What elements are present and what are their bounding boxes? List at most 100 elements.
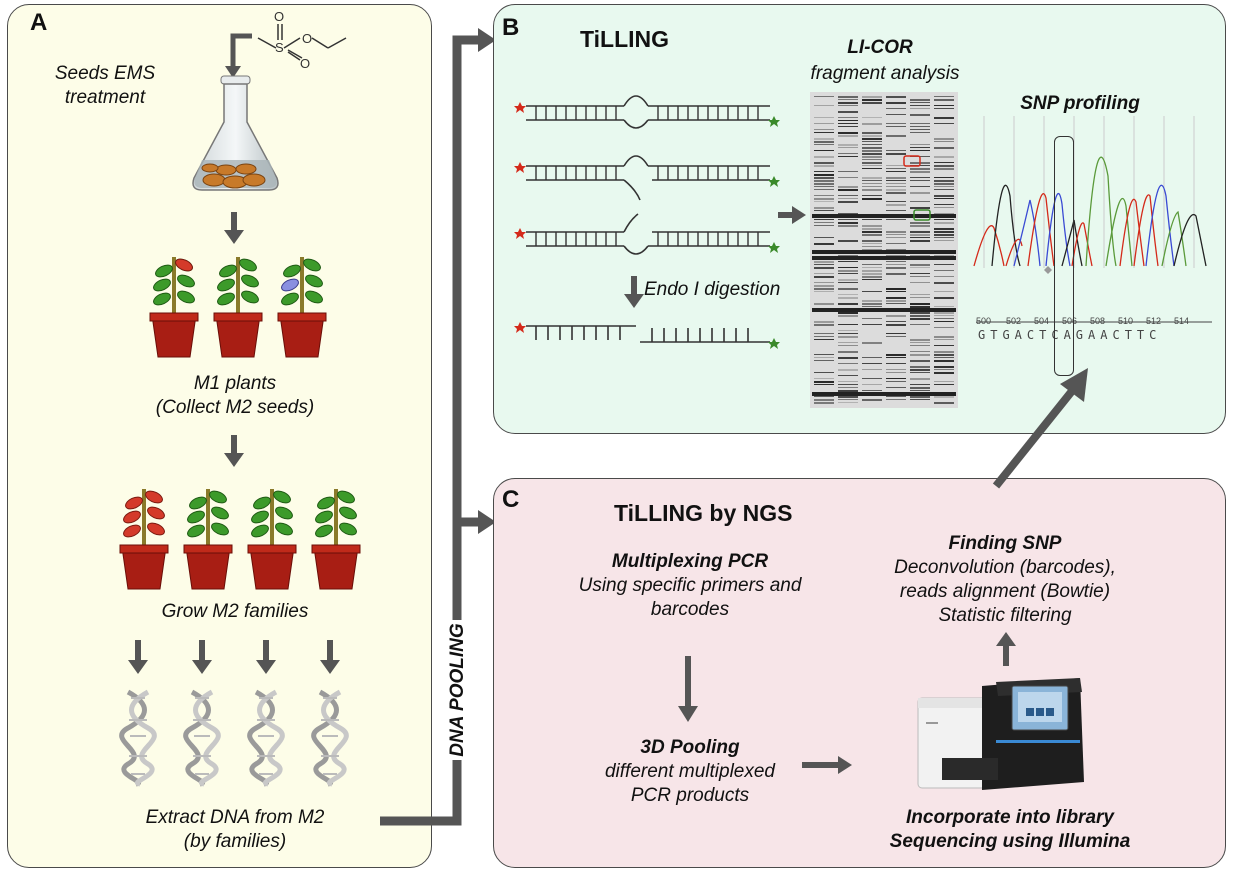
gel-band [838, 132, 858, 134]
gel-band [838, 240, 858, 242]
gel-band [886, 396, 906, 397]
gel-band [838, 261, 858, 262]
gel-band [934, 141, 954, 142]
gel-band [862, 153, 882, 155]
gel-band [910, 342, 930, 343]
right-arrow [802, 756, 852, 774]
gel-band [814, 96, 834, 97]
gel-band [910, 144, 930, 145]
gel-band [910, 186, 930, 187]
gel-band [910, 384, 930, 385]
gel-band [838, 330, 858, 331]
dna-pooling-label: DNA POOLING [446, 620, 470, 760]
gel-band [934, 264, 954, 265]
gel-band [886, 273, 906, 275]
licor-title: LI-COR [847, 37, 913, 58]
gel-band [862, 246, 882, 247]
gel-band [862, 357, 882, 358]
gel-band [934, 183, 954, 185]
panel-c [493, 478, 1226, 868]
gel-band [910, 126, 930, 127]
gel-band [934, 339, 954, 340]
gel-band [886, 387, 906, 388]
gel-band [814, 219, 834, 220]
gel-band [814, 339, 834, 340]
gel-band [886, 126, 906, 127]
gel-band [814, 372, 834, 373]
gel-band [862, 231, 882, 233]
gel-band [814, 150, 834, 151]
gel-band [910, 294, 930, 295]
3d-pooling-block: 3D Pooling different multiplexed PCR pro… [604, 737, 776, 806]
gel-band [838, 270, 858, 272]
gel-band [814, 189, 834, 190]
gel-band [934, 204, 954, 205]
gel-band [862, 267, 882, 268]
gel-band [838, 288, 858, 290]
gel-band [862, 240, 882, 242]
gel-band [838, 399, 858, 400]
gel-band [838, 225, 858, 227]
gel-band [838, 144, 858, 146]
gel-band [886, 168, 906, 169]
gel-band [886, 267, 906, 269]
gel-band [862, 183, 882, 184]
gel-band [862, 234, 882, 236]
gel-band [838, 177, 858, 178]
gel-band [886, 204, 906, 206]
gel-band [910, 123, 930, 124]
gel-band [814, 243, 834, 245]
gel-band [886, 354, 906, 356]
gel-band [886, 264, 906, 265]
dna-pooling-connector [380, 28, 496, 826]
m1-plants-icon [149, 257, 327, 358]
gel-band [814, 237, 834, 238]
m1-plants-label: M1 plants (Collect M2 seeds) [155, 373, 315, 418]
gel-band [934, 180, 954, 182]
gel-band [910, 399, 930, 400]
gel-band [886, 249, 906, 250]
gel-band [886, 186, 906, 187]
gel-band [814, 123, 834, 124]
gel-band [886, 297, 906, 299]
gel-band [934, 336, 954, 338]
gel-band [886, 372, 906, 373]
gel-band [934, 396, 954, 398]
gel-band [814, 378, 834, 379]
gel-band [814, 195, 834, 196]
gel-band [814, 183, 834, 185]
gel-band [886, 378, 906, 379]
gel-band [862, 243, 882, 244]
gel-band [814, 165, 834, 167]
gel-band [934, 99, 954, 101]
gel-band [934, 291, 954, 292]
gel-band [910, 108, 930, 109]
gel-band [814, 384, 834, 385]
gel-band [910, 390, 930, 391]
gel-band [910, 177, 930, 178]
gel-band [934, 381, 954, 382]
gel-band [814, 333, 834, 334]
gel-band [814, 321, 834, 323]
gel-band [910, 201, 930, 202]
gel-band [862, 162, 882, 164]
gel-band [862, 117, 882, 118]
gel-band [934, 312, 954, 314]
gel-band [862, 99, 882, 101]
gel-band [886, 399, 906, 400]
gel-band [862, 378, 882, 379]
gel-band [886, 201, 906, 202]
gel-band [934, 345, 954, 346]
gel-band [934, 384, 954, 385]
gel-band [838, 105, 858, 106]
multiplexing-pcr-block: Multiplexing PCR Using specific primers … [578, 551, 802, 620]
gel-band [934, 207, 954, 208]
gel-band [862, 123, 882, 125]
gel-band [862, 384, 882, 385]
gel-band [886, 381, 906, 382]
gel-band [862, 291, 882, 292]
gel-band [886, 171, 906, 172]
gel-band [934, 240, 954, 241]
library-sequencing-label: Incorporate into library Sequencing usin… [889, 807, 1131, 852]
gel-band [934, 306, 954, 307]
